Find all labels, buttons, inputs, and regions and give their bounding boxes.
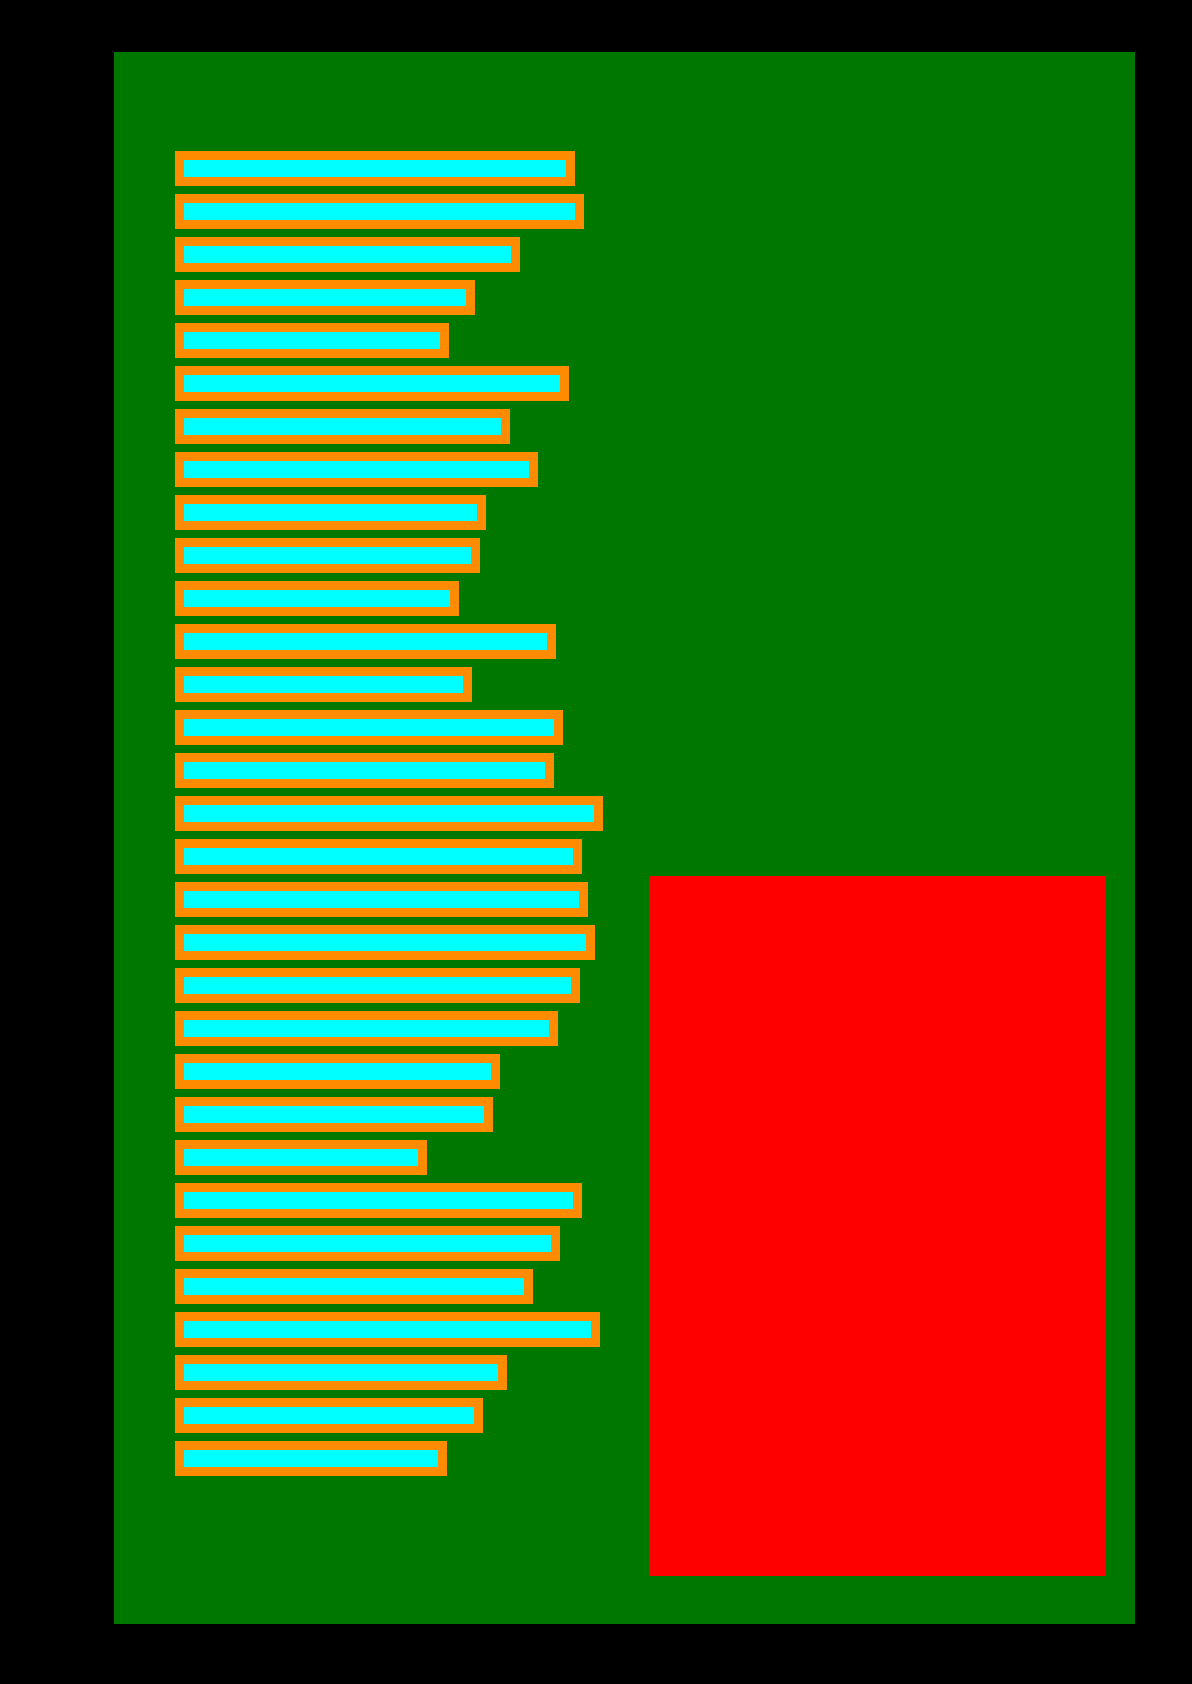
bar-row (175, 839, 645, 882)
bar-item[interactable] (175, 710, 563, 745)
bar-row (175, 1312, 645, 1355)
bar-row (175, 409, 645, 452)
bar-row (175, 882, 645, 925)
bar-row (175, 925, 645, 968)
bar-row (175, 1355, 645, 1398)
bar-item[interactable] (175, 1140, 427, 1175)
bar-item[interactable] (175, 839, 582, 874)
bar-item[interactable] (175, 882, 588, 917)
bar-row (175, 624, 645, 667)
bar-item[interactable] (175, 1355, 507, 1390)
bar-item[interactable] (175, 1054, 500, 1089)
bar-item[interactable] (175, 1226, 560, 1261)
bar-item[interactable] (175, 753, 554, 788)
bar-item[interactable] (175, 1011, 558, 1046)
bar-row (175, 1097, 645, 1140)
bar-item[interactable] (175, 1183, 582, 1218)
bar-row (175, 237, 645, 280)
bar-row (175, 1140, 645, 1183)
bar-row (175, 796, 645, 839)
bar-item[interactable] (175, 194, 584, 229)
bar-row (175, 151, 645, 194)
bar-row (175, 366, 645, 409)
bar-item[interactable] (175, 624, 556, 659)
bar-row (175, 1054, 645, 1097)
bar-row (175, 452, 645, 495)
bar-item[interactable] (175, 1398, 483, 1433)
bar-item[interactable] (175, 409, 510, 444)
bar-row (175, 1441, 645, 1484)
bar-row (175, 323, 645, 366)
bar-list (175, 151, 645, 1484)
green-panel (114, 52, 1135, 1624)
bar-row (175, 1398, 645, 1441)
bar-item[interactable] (175, 1312, 600, 1347)
bar-row (175, 581, 645, 624)
bar-item[interactable] (175, 1441, 447, 1476)
bar-item[interactable] (175, 495, 486, 530)
bar-row (175, 1226, 645, 1269)
bar-item[interactable] (175, 1097, 493, 1132)
bar-item[interactable] (175, 280, 475, 315)
bar-row (175, 710, 645, 753)
bar-row (175, 280, 645, 323)
bar-row (175, 495, 645, 538)
bar-row (175, 194, 645, 237)
bar-row (175, 538, 645, 581)
bar-item[interactable] (175, 151, 575, 186)
bar-item[interactable] (175, 366, 569, 401)
bar-row (175, 753, 645, 796)
bar-row (175, 1269, 645, 1312)
bar-row (175, 667, 645, 710)
bar-item[interactable] (175, 667, 472, 702)
red-block (649, 876, 1106, 1576)
bar-item[interactable] (175, 323, 449, 358)
bar-row (175, 968, 645, 1011)
bar-item[interactable] (175, 1269, 533, 1304)
bar-item[interactable] (175, 538, 480, 573)
bar-item[interactable] (175, 581, 459, 616)
bar-item[interactable] (175, 796, 603, 831)
bar-item[interactable] (175, 237, 520, 272)
bar-item[interactable] (175, 452, 538, 487)
bar-item[interactable] (175, 968, 580, 1003)
bar-row (175, 1011, 645, 1054)
bar-item[interactable] (175, 925, 595, 960)
bar-row (175, 1183, 645, 1226)
